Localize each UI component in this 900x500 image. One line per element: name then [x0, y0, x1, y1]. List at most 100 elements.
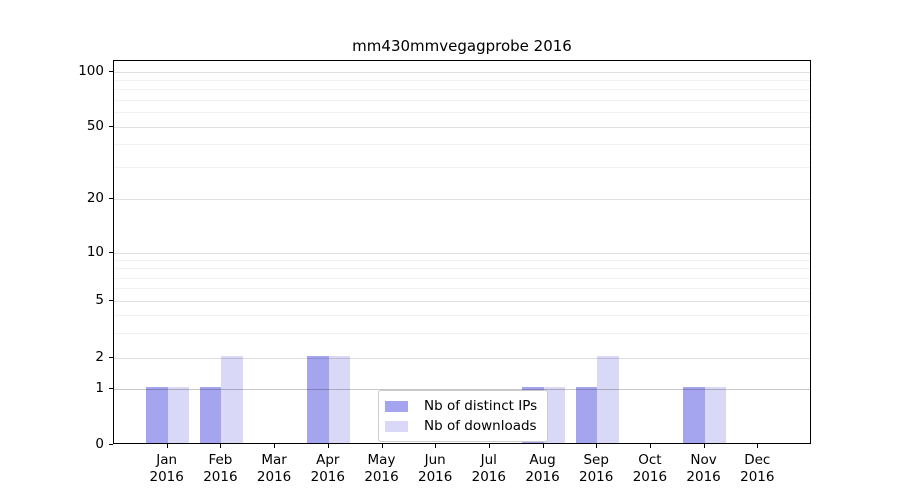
- y-axis-tick-label: 10: [86, 243, 104, 260]
- minor-gridline: [114, 260, 810, 261]
- month-label: May: [367, 452, 396, 468]
- month-label: Mar: [261, 452, 287, 468]
- year-label: 2016: [471, 468, 506, 485]
- bar-downloads: [704, 386, 727, 444]
- year-label: 2016: [364, 468, 399, 485]
- x-axis-tick: [542, 444, 544, 449]
- x-axis-tick-label: Jun 2016: [403, 452, 467, 485]
- month-label: Feb: [208, 452, 233, 468]
- y-axis-tick: [109, 444, 113, 446]
- major-gridline: [114, 199, 810, 201]
- legend: Nb of distinct IPs Nb of downloads: [378, 390, 548, 442]
- y-axis-tick-label: 0: [95, 436, 104, 453]
- year-label: 2016: [256, 468, 292, 485]
- bar-downloads: [597, 356, 619, 444]
- minor-gridline: [114, 277, 810, 279]
- legend-entry-downloads: Nb of downloads: [385, 416, 547, 436]
- y-axis-tick-label: 50: [86, 117, 104, 134]
- x-axis-tick: [757, 444, 759, 449]
- major-gridline: [114, 301, 810, 302]
- minor-gridline: [114, 112, 810, 114]
- minor-gridline: [114, 99, 810, 101]
- major-gridline: [114, 388, 810, 390]
- x-axis-tick-label: Jan 2016: [135, 452, 199, 485]
- x-axis-tick: [596, 444, 598, 449]
- x-axis-tick-label: Apr 2016: [296, 452, 360, 485]
- month-label: Oct: [638, 452, 662, 468]
- x-axis-tick-label: Oct 2016: [618, 452, 682, 485]
- x-axis-tick-label: Dec 2016: [725, 452, 789, 485]
- year-label: 2016: [579, 468, 614, 485]
- y-axis-tick: [109, 300, 113, 301]
- legend-swatch-downloads: [385, 420, 408, 432]
- year-label: 2016: [149, 468, 184, 485]
- legend-label-distinct-ips: Nb of distinct IPs: [424, 398, 538, 414]
- bar-downloads: [543, 386, 565, 444]
- x-axis-tick-label: Aug 2016: [511, 452, 575, 485]
- bar-downloads: [167, 386, 190, 444]
- x-axis-tick: [166, 444, 168, 449]
- legend-label-downloads: Nb of downloads: [424, 418, 537, 434]
- x-axis-tick-label: Jul 2016: [457, 452, 521, 485]
- y-axis-tick-label: 1: [95, 379, 104, 396]
- y-axis-tick-label: 2: [95, 349, 104, 365]
- bar-distinct-ips: [683, 386, 705, 444]
- y-axis-tick-label: 100: [78, 62, 104, 79]
- month-label: Apr: [316, 452, 340, 468]
- legend-swatch-distinct-ips: [385, 400, 408, 412]
- year-label: 2016: [310, 468, 345, 485]
- month-label: Nov: [690, 452, 717, 468]
- bar-downloads: [221, 356, 243, 444]
- minor-gridline: [114, 167, 810, 169]
- x-axis-tick-label: Feb 2016: [188, 452, 252, 485]
- x-axis-tick-label: Mar 2016: [242, 452, 306, 485]
- y-axis-tick: [109, 357, 113, 358]
- x-axis-tick-label: Sep 2016: [564, 452, 628, 485]
- major-gridline: [114, 358, 810, 359]
- major-gridline: [114, 71, 810, 73]
- minor-gridline: [114, 268, 810, 270]
- minor-gridline: [114, 80, 810, 81]
- minor-gridline: [114, 89, 810, 91]
- year-label: 2016: [632, 468, 668, 485]
- x-axis-tick: [649, 444, 651, 449]
- y-axis-tick-label: 5: [95, 292, 104, 308]
- month-label: Sep: [583, 452, 609, 468]
- major-gridline: [114, 126, 810, 128]
- x-axis-tick-label: Nov 2016: [672, 452, 736, 485]
- major-gridline: [114, 252, 810, 254]
- month-label: Dec: [744, 452, 771, 468]
- minor-gridline: [114, 288, 810, 290]
- y-axis-tick: [109, 198, 113, 200]
- plot-area: [113, 60, 811, 445]
- x-axis-tick: [703, 444, 705, 449]
- year-label: 2016: [203, 468, 238, 485]
- minor-gridline: [114, 144, 810, 146]
- year-label: 2016: [686, 468, 721, 485]
- y-axis-tick-label: 20: [86, 190, 104, 207]
- y-axis-tick: [109, 70, 113, 72]
- x-axis-tick: [327, 444, 329, 449]
- year-label: 2016: [525, 468, 560, 485]
- x-axis-tick: [488, 444, 490, 449]
- x-axis-tick: [435, 444, 437, 449]
- year-label: 2016: [418, 468, 453, 485]
- legend-entry-distinct-ips: Nb of distinct IPs: [385, 396, 547, 416]
- chart-title: mm430mmvegagprobe 2016: [352, 37, 572, 55]
- x-axis-tick: [274, 444, 276, 449]
- month-label: Jan: [156, 452, 178, 468]
- bar-distinct-ips: [575, 386, 598, 444]
- minor-gridline: [114, 332, 810, 334]
- year-label: 2016: [740, 468, 775, 485]
- x-axis-tick: [220, 444, 222, 449]
- minor-gridline: [114, 314, 810, 316]
- y-axis-tick: [109, 387, 113, 389]
- bar-distinct-ips: [199, 386, 222, 444]
- x-axis-tick-label: May 2016: [350, 452, 414, 485]
- month-label: Jul: [480, 452, 497, 468]
- month-label: Jun: [424, 452, 446, 468]
- bar-downloads: [328, 356, 351, 444]
- bar-distinct-ips: [146, 386, 168, 444]
- y-axis-tick: [109, 251, 113, 253]
